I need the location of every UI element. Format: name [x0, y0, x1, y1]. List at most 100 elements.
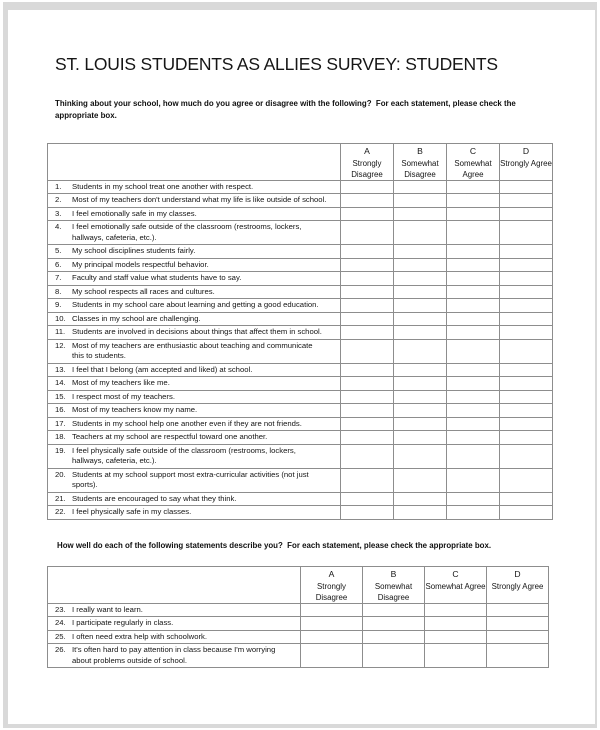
response-cell-somewhat-disagree[interactable] — [362, 602, 425, 617]
response-cell-somewhat-disagree[interactable] — [393, 362, 447, 377]
response-cell-strongly-agree[interactable] — [499, 430, 553, 445]
response-cell-somewhat-disagree[interactable] — [393, 491, 447, 506]
response-cell-strongly-disagree[interactable] — [340, 311, 394, 326]
response-cell-somewhat-agree[interactable] — [446, 193, 500, 208]
response-cell-strongly-disagree[interactable] — [340, 179, 394, 194]
response-cell-strongly-agree[interactable] — [486, 616, 549, 631]
response-cell-somewhat-agree[interactable] — [446, 257, 500, 272]
response-cell-strongly-agree[interactable] — [499, 338, 553, 364]
response-cell-somewhat-disagree[interactable] — [393, 443, 447, 469]
response-cell-strongly-agree[interactable] — [499, 403, 553, 418]
response-cell-strongly-disagree[interactable] — [340, 271, 394, 286]
response-cell-somewhat-agree[interactable] — [446, 284, 500, 299]
response-cell-somewhat-disagree[interactable] — [393, 416, 447, 431]
response-cell-somewhat-disagree[interactable] — [393, 220, 447, 245]
response-cell-somewhat-agree[interactable] — [446, 206, 500, 221]
response-cell-somewhat-agree[interactable] — [446, 491, 500, 506]
response-cell-strongly-disagree[interactable] — [300, 629, 363, 644]
response-cell-strongly-agree[interactable] — [499, 325, 553, 340]
response-cell-somewhat-agree[interactable] — [446, 338, 500, 364]
response-cell-strongly-agree[interactable] — [499, 443, 553, 469]
response-cell-strongly-agree[interactable] — [499, 179, 553, 194]
response-cell-somewhat-agree[interactable] — [446, 416, 500, 431]
response-cell-strongly-agree[interactable] — [499, 505, 553, 520]
response-cell-strongly-disagree[interactable] — [300, 602, 363, 617]
response-cell-somewhat-disagree[interactable] — [393, 430, 447, 445]
response-cell-somewhat-agree[interactable] — [446, 389, 500, 404]
response-cell-strongly-disagree[interactable] — [340, 257, 394, 272]
response-cell-strongly-disagree[interactable] — [340, 284, 394, 299]
response-cell-strongly-agree[interactable] — [499, 271, 553, 286]
response-cell-somewhat-agree[interactable] — [446, 403, 500, 418]
response-cell-somewhat-disagree[interactable] — [393, 257, 447, 272]
response-cell-somewhat-disagree[interactable] — [393, 193, 447, 208]
response-cell-strongly-agree[interactable] — [499, 491, 553, 506]
response-cell-somewhat-agree[interactable] — [446, 244, 500, 259]
response-cell-somewhat-disagree[interactable] — [393, 467, 447, 493]
response-cell-strongly-agree[interactable] — [486, 629, 549, 644]
response-cell-somewhat-disagree[interactable] — [393, 284, 447, 299]
response-cell-somewhat-disagree[interactable] — [393, 338, 447, 364]
response-cell-somewhat-agree[interactable] — [446, 362, 500, 377]
response-cell-strongly-agree[interactable] — [499, 284, 553, 299]
response-cell-somewhat-disagree[interactable] — [362, 629, 425, 644]
response-cell-somewhat-agree[interactable] — [446, 311, 500, 326]
response-cell-strongly-disagree[interactable] — [340, 443, 394, 469]
response-cell-somewhat-agree[interactable] — [424, 602, 487, 617]
response-cell-somewhat-disagree[interactable] — [362, 616, 425, 631]
response-cell-somewhat-agree[interactable] — [424, 643, 487, 668]
response-cell-strongly-agree[interactable] — [499, 220, 553, 245]
response-cell-strongly-disagree[interactable] — [340, 193, 394, 208]
response-cell-somewhat-disagree[interactable] — [393, 389, 447, 404]
response-cell-strongly-disagree[interactable] — [340, 505, 394, 520]
response-cell-somewhat-disagree[interactable] — [393, 376, 447, 391]
response-cell-strongly-disagree[interactable] — [340, 403, 394, 418]
response-cell-strongly-agree[interactable] — [486, 602, 549, 617]
response-cell-strongly-disagree[interactable] — [340, 206, 394, 221]
response-cell-strongly-agree[interactable] — [499, 311, 553, 326]
response-cell-strongly-agree[interactable] — [499, 416, 553, 431]
response-cell-somewhat-agree[interactable] — [446, 376, 500, 391]
response-cell-strongly-disagree[interactable] — [340, 430, 394, 445]
response-cell-strongly-agree[interactable] — [499, 257, 553, 272]
response-cell-strongly-disagree[interactable] — [340, 491, 394, 506]
response-cell-strongly-disagree[interactable] — [340, 338, 394, 364]
response-cell-strongly-agree[interactable] — [499, 467, 553, 493]
response-cell-strongly-disagree[interactable] — [340, 325, 394, 340]
response-cell-strongly-agree[interactable] — [486, 643, 549, 668]
response-cell-somewhat-agree[interactable] — [446, 505, 500, 520]
response-cell-somewhat-disagree[interactable] — [393, 325, 447, 340]
response-cell-strongly-agree[interactable] — [499, 298, 553, 313]
response-cell-strongly-disagree[interactable] — [340, 362, 394, 377]
response-cell-somewhat-agree[interactable] — [424, 629, 487, 644]
response-cell-strongly-disagree[interactable] — [340, 467, 394, 493]
response-cell-strongly-disagree[interactable] — [340, 416, 394, 431]
response-cell-somewhat-disagree[interactable] — [393, 179, 447, 194]
response-cell-strongly-disagree[interactable] — [340, 389, 394, 404]
response-cell-somewhat-disagree[interactable] — [393, 403, 447, 418]
response-cell-strongly-agree[interactable] — [499, 389, 553, 404]
response-cell-strongly-agree[interactable] — [499, 244, 553, 259]
response-cell-somewhat-disagree[interactable] — [393, 271, 447, 286]
response-cell-strongly-disagree[interactable] — [300, 616, 363, 631]
response-cell-somewhat-disagree[interactable] — [393, 505, 447, 520]
response-cell-somewhat-disagree[interactable] — [362, 643, 425, 668]
response-cell-somewhat-agree[interactable] — [424, 616, 487, 631]
response-cell-strongly-disagree[interactable] — [340, 244, 394, 259]
response-cell-strongly-disagree[interactable] — [340, 298, 394, 313]
response-cell-somewhat-agree[interactable] — [446, 220, 500, 245]
response-cell-somewhat-agree[interactable] — [446, 430, 500, 445]
response-cell-somewhat-agree[interactable] — [446, 271, 500, 286]
response-cell-strongly-disagree[interactable] — [340, 220, 394, 245]
response-cell-somewhat-agree[interactable] — [446, 325, 500, 340]
response-cell-strongly-agree[interactable] — [499, 193, 553, 208]
response-cell-somewhat-agree[interactable] — [446, 298, 500, 313]
response-cell-somewhat-disagree[interactable] — [393, 244, 447, 259]
response-cell-somewhat-agree[interactable] — [446, 443, 500, 469]
response-cell-somewhat-disagree[interactable] — [393, 206, 447, 221]
response-cell-somewhat-agree[interactable] — [446, 467, 500, 493]
response-cell-somewhat-agree[interactable] — [446, 179, 500, 194]
response-cell-strongly-disagree[interactable] — [340, 376, 394, 391]
response-cell-somewhat-disagree[interactable] — [393, 298, 447, 313]
response-cell-strongly-disagree[interactable] — [300, 643, 363, 668]
